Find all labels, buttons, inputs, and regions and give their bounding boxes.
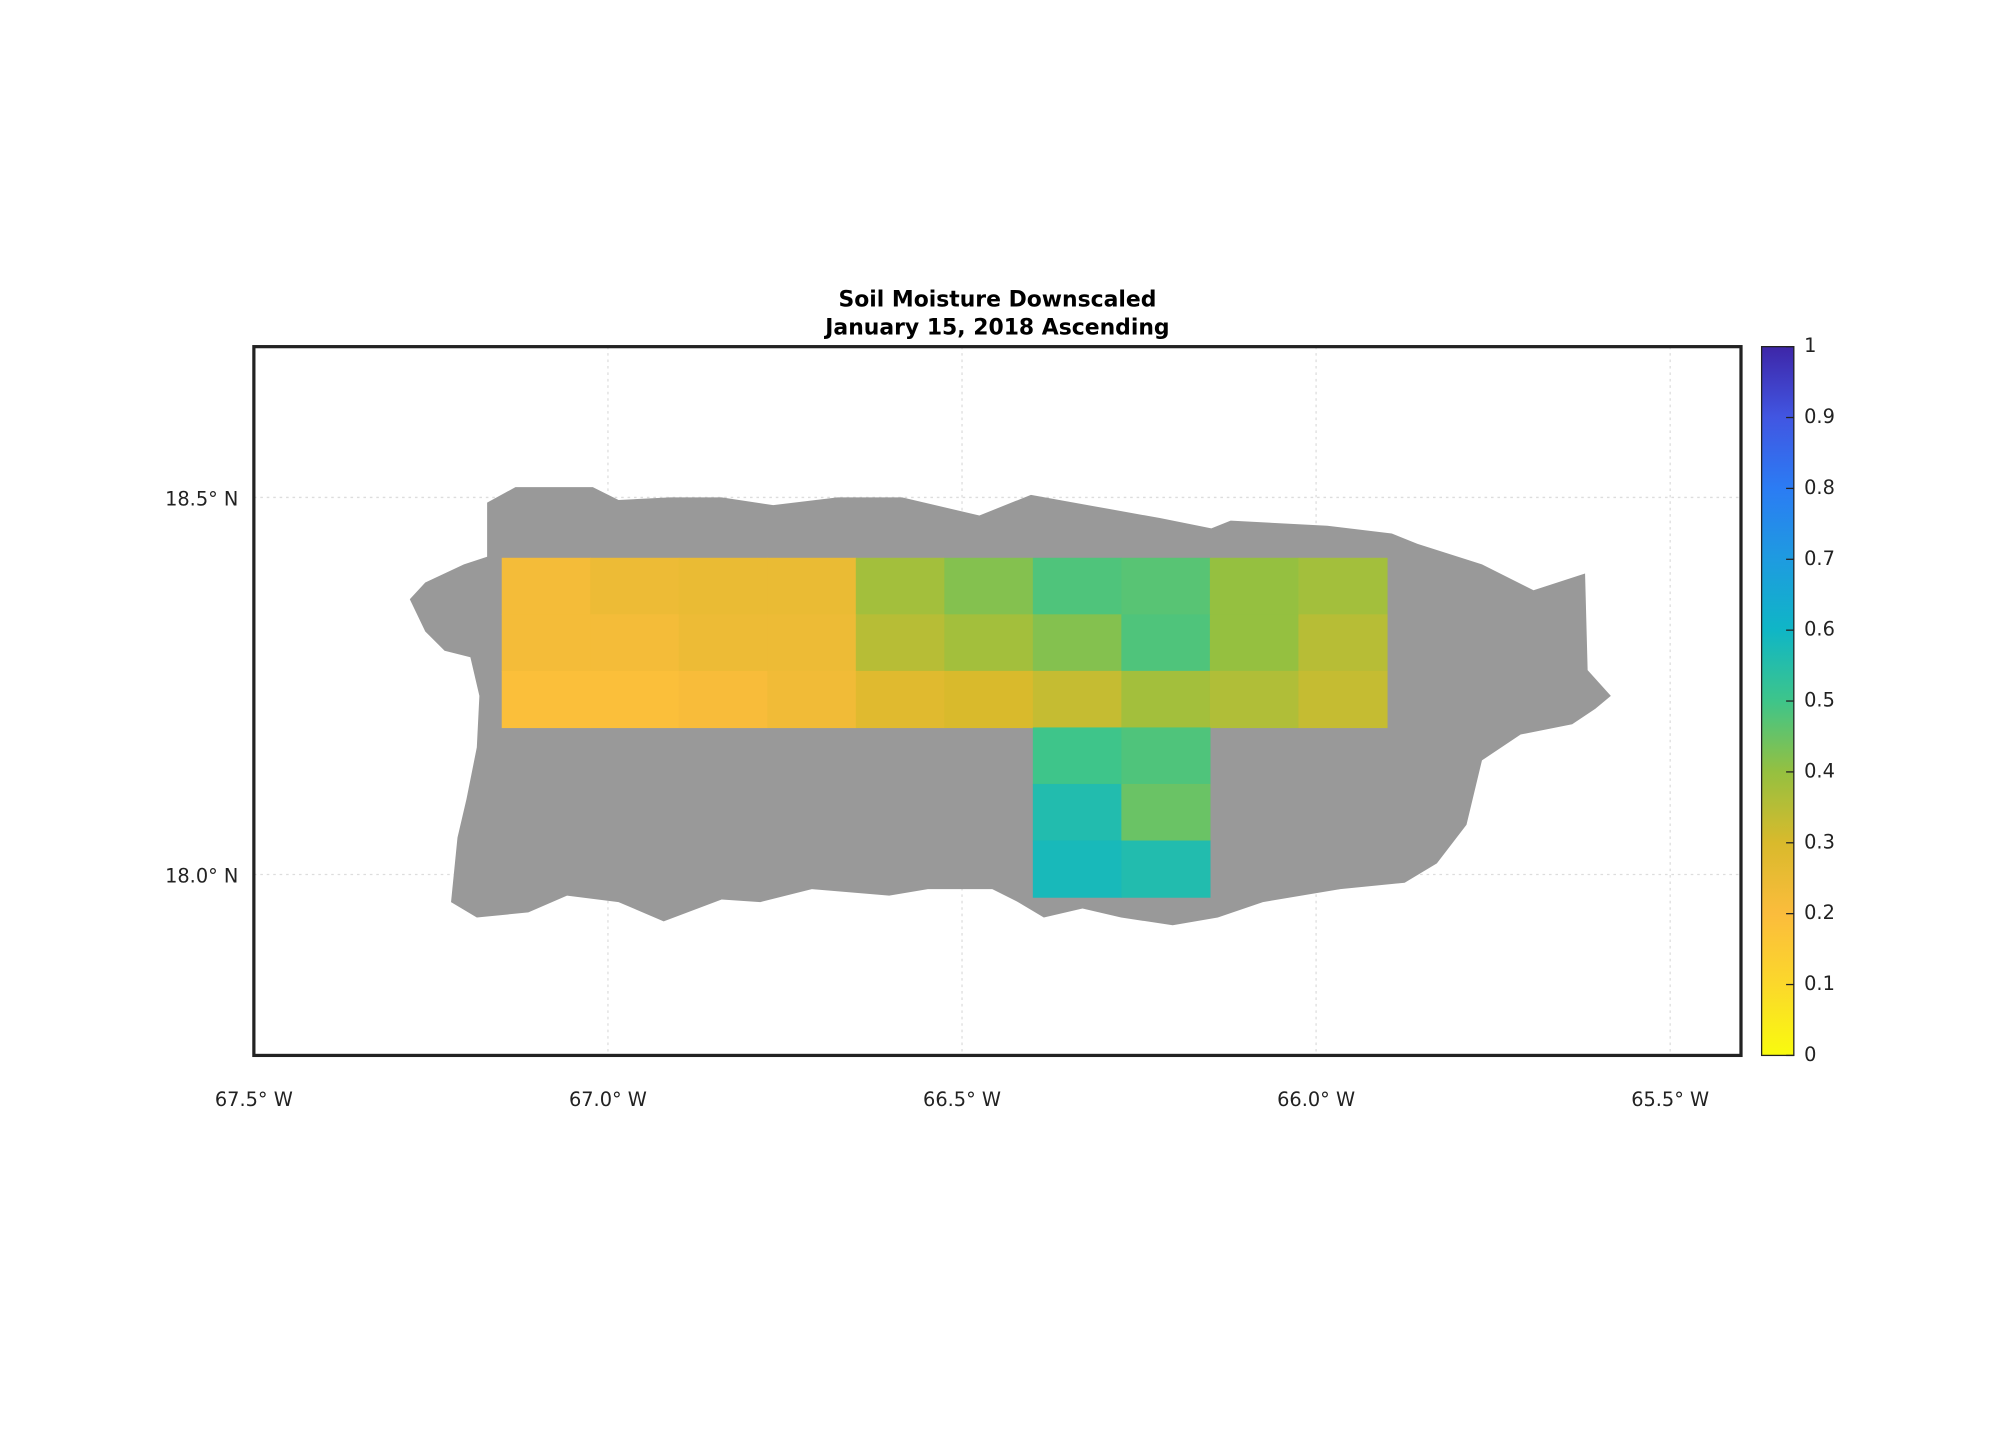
colorbar-tick-label: 0.2	[1804, 901, 1835, 924]
cell	[767, 614, 857, 672]
cell	[767, 557, 857, 615]
cell	[590, 670, 680, 729]
colorbar-tick-label: 0	[1804, 1043, 1816, 1066]
cell	[1032, 670, 1123, 729]
cell	[1032, 557, 1123, 615]
cell	[944, 557, 1034, 615]
cell	[590, 614, 680, 672]
cell	[855, 670, 945, 729]
cell	[678, 614, 768, 672]
colorbar-tick-label: 0.7	[1804, 547, 1835, 570]
colorbar-tick-label: 0.8	[1804, 476, 1835, 499]
cell	[1032, 614, 1123, 672]
cell	[1121, 783, 1211, 842]
cell	[590, 557, 680, 615]
cell	[767, 670, 857, 729]
cell	[1121, 727, 1211, 785]
y-tick-label: 18.5° N	[165, 488, 238, 511]
cell	[1121, 614, 1211, 672]
colorbar-tick-label: 0.5	[1804, 689, 1835, 712]
x-tick-label: 66.5° W	[923, 1088, 1001, 1111]
cell	[855, 557, 945, 615]
cell	[1209, 614, 1300, 672]
plot-frame	[252, 345, 1743, 1058]
cell	[1032, 840, 1123, 898]
colorbar-tick-label: 0.4	[1804, 759, 1835, 782]
cell	[1032, 783, 1123, 842]
colorbar-tick-label: 0.3	[1804, 830, 1835, 853]
cell	[855, 614, 945, 672]
cell	[678, 557, 768, 615]
x-tick-label: 67.5° W	[215, 1088, 293, 1111]
colorbar-tick-label: 0.1	[1804, 972, 1835, 995]
x-tick-label: 65.5° W	[1631, 1088, 1709, 1111]
cell	[1121, 670, 1211, 729]
cell	[1121, 840, 1211, 898]
cell	[1209, 557, 1300, 615]
cell	[501, 670, 591, 729]
cell	[1121, 557, 1211, 615]
cell	[944, 614, 1034, 672]
chart-title: Soil Moisture Downscaled	[838, 287, 1156, 312]
cell	[1298, 614, 1388, 672]
colorbar-tick-label: 1	[1804, 334, 1816, 357]
cell	[1298, 557, 1388, 615]
cell	[1032, 727, 1123, 785]
y-tick-label: 18.0° N	[165, 865, 238, 888]
cell	[1209, 670, 1300, 729]
cell	[678, 670, 768, 729]
colorbar-tick-label: 0.9	[1804, 405, 1835, 428]
colorbar-tick-label: 0.6	[1804, 618, 1835, 641]
cell	[501, 614, 591, 672]
x-tick-label: 66.0° W	[1277, 1088, 1355, 1111]
cell	[1298, 670, 1388, 729]
cell	[944, 670, 1034, 729]
chart-subtitle: January 15, 2018 Ascending	[823, 316, 1169, 341]
cell	[501, 557, 591, 615]
x-tick-label: 67.0° W	[569, 1088, 647, 1111]
